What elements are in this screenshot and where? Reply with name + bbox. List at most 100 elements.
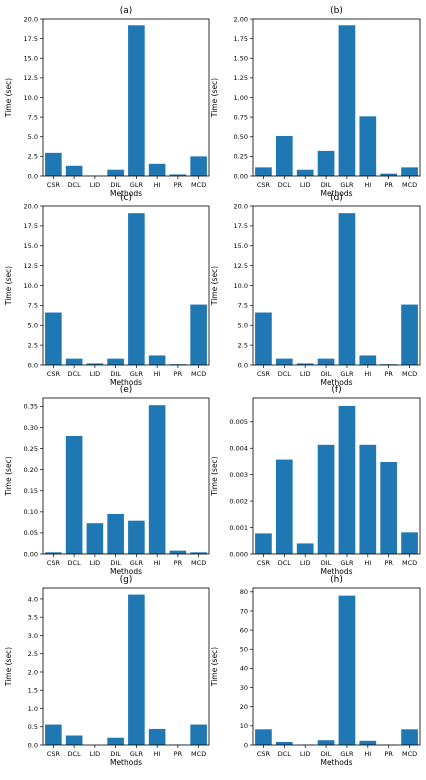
y-tick-label: 7.5 — [28, 113, 38, 121]
plot-frame — [252, 18, 421, 177]
x-tick-label: PR — [384, 750, 393, 758]
plot-frame — [42, 18, 210, 177]
x-tick-label: GLR — [130, 559, 144, 567]
x-tick-label: DIL — [110, 181, 121, 189]
bar-pr — [169, 174, 187, 176]
bar-dcl — [275, 358, 293, 365]
y-tick-label: 7.5 — [238, 302, 248, 310]
x-axis-label: Methods — [110, 758, 142, 767]
x-tick-label: CSR — [257, 370, 271, 378]
chart-7: (h) CSR DCL LID DIL GLR HI PR MCD 0 10 20 30 40 50 60 70… — [210, 575, 421, 767]
bar-lid — [296, 363, 314, 365]
chart-2: (c) CSR DCL LID DIL GLR HI PR MCD 0.0 2.5 5.0 7.5 10.… — [4, 193, 210, 387]
bar-mcd — [401, 304, 418, 365]
x-axis-label: Methods — [320, 189, 352, 198]
bar-mcd — [401, 167, 418, 176]
x-tick-label: MCD — [402, 750, 417, 758]
x-tick-label: MCD — [191, 559, 206, 567]
x-tick-label: DCL — [68, 750, 82, 758]
x-tick-label: PR — [174, 181, 183, 189]
y-tick-label: 5.0 — [28, 322, 38, 330]
x-tick-label: PR — [174, 559, 183, 567]
x-tick-label: PR — [384, 370, 393, 378]
x-tick-label: CSR — [47, 559, 61, 567]
bar-hi — [359, 740, 377, 745]
x-tick-label: LID — [300, 750, 311, 758]
y-tick-label: 0.25 — [24, 445, 38, 453]
y-axis-label: Time (sec) — [4, 456, 13, 496]
plot-frame — [42, 397, 210, 555]
x-tick-label: HI — [364, 750, 371, 758]
y-tick-label: 20.0 — [234, 202, 248, 210]
y-tick-label: 0.005 — [229, 418, 248, 426]
x-tick-label: HI — [154, 181, 161, 189]
x-tick-label: HI — [364, 181, 371, 189]
bar-lid — [296, 169, 314, 176]
y-tick-label: 15.0 — [24, 55, 38, 63]
x-tick-label: MCD — [191, 181, 206, 189]
bar-lid — [86, 363, 104, 365]
y-tick-label: 0.50 — [234, 133, 248, 141]
chart-title: (d) — [330, 193, 343, 203]
y-axis-label: Time (sec) — [210, 456, 219, 496]
y-tick-label: 1.5 — [28, 687, 38, 695]
bar-dil — [107, 513, 124, 554]
bar-mcd — [190, 724, 207, 745]
y-tick-label: 0.000 — [229, 550, 248, 558]
bar-dil — [107, 358, 124, 365]
bar-lid — [86, 523, 104, 554]
bar-pr — [380, 461, 398, 554]
y-tick-label: 17.5 — [24, 35, 38, 43]
y-tick-label: 1.00 — [234, 94, 248, 102]
x-tick-label: DIL — [110, 559, 121, 567]
bar-glr — [338, 213, 356, 365]
y-tick-label: 15.0 — [234, 242, 248, 250]
y-tick-label: 0.30 — [24, 424, 38, 432]
plot-frame — [252, 205, 421, 366]
x-tick-label: DIL — [110, 750, 121, 758]
x-axis-label: Methods — [320, 567, 352, 576]
x-axis-label: Methods — [110, 378, 142, 387]
y-tick-label: 0.25 — [234, 153, 248, 161]
chart-1: (b) CSR DCL LID DIL GLR HI PR MCD 0.00 0.25 0.50 0.7… — [210, 6, 421, 198]
bar-csr — [45, 552, 62, 554]
x-tick-label: MCD — [402, 370, 417, 378]
x-tick-label: GLR — [340, 750, 354, 758]
y-tick-label: 2.0 — [28, 668, 38, 676]
y-tick-label: 60 — [240, 626, 248, 634]
y-tick-label: 3.0 — [28, 632, 38, 640]
bar-glr — [338, 25, 356, 177]
y-tick-label: 5.0 — [28, 133, 38, 141]
y-tick-label: 15.0 — [24, 242, 38, 250]
x-tick-label: CSR — [257, 181, 271, 189]
bar-csr — [255, 167, 272, 176]
x-tick-label: LID — [90, 181, 101, 189]
x-tick-label: DIL — [321, 181, 332, 189]
x-tick-label: HI — [364, 559, 371, 567]
y-tick-label: 0.35 — [24, 403, 38, 411]
x-tick-label: MCD — [402, 181, 417, 189]
chart-title: (f) — [331, 385, 341, 395]
y-tick-label: 2.5 — [28, 153, 38, 161]
y-tick-label: 0.002 — [229, 497, 248, 505]
x-tick-label: CSR — [257, 750, 271, 758]
bar-glr — [128, 594, 145, 745]
y-tick-label: 2.5 — [28, 650, 38, 658]
y-tick-label: 17.5 — [24, 222, 38, 230]
y-tick-label: 0.5 — [28, 723, 38, 731]
bar-mcd — [190, 552, 207, 554]
x-tick-label: PR — [174, 370, 183, 378]
x-tick-label: PR — [384, 181, 393, 189]
y-tick-label: 50 — [240, 646, 248, 654]
y-tick-label: 1.50 — [234, 55, 248, 63]
bar-pr — [169, 550, 187, 554]
bar-csr — [255, 533, 272, 554]
y-tick-label: 0.001 — [229, 524, 248, 532]
chart-title: (g) — [120, 575, 133, 585]
x-tick-label: PR — [174, 750, 183, 758]
x-tick-label: MCD — [191, 370, 206, 378]
bar-csr — [45, 152, 62, 176]
y-axis-label: Time (sec) — [210, 266, 219, 306]
bar-dcl — [65, 735, 83, 745]
x-tick-label: GLR — [130, 181, 144, 189]
